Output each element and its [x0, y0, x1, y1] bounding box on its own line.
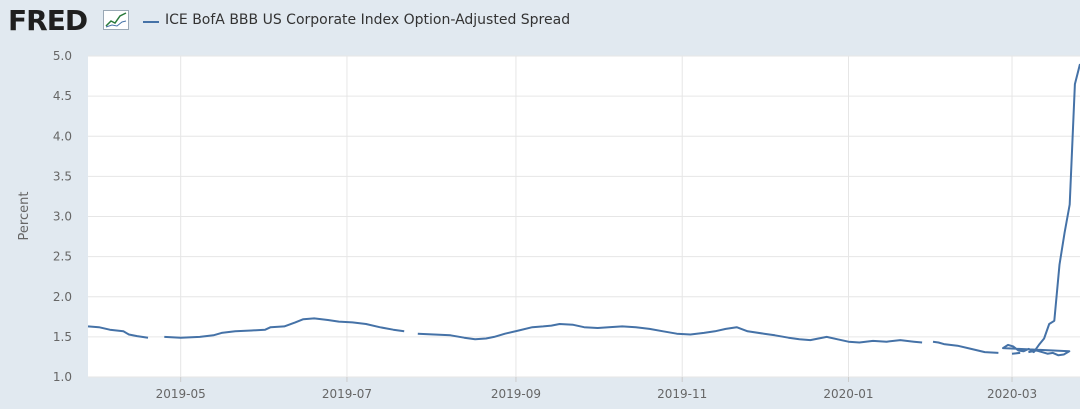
series-line-segment	[1002, 63, 1080, 357]
x-axis-ticks: 2019-05 2019-07 2019-09 2019-11 2020-01 2020-…	[156, 377, 1037, 401]
x-tick-label: 2019-11	[657, 387, 707, 401]
series-line-segment	[932, 340, 999, 354]
x-tick-label: 2019-05	[156, 387, 206, 401]
gridlines	[88, 55, 1080, 378]
series-line-segment	[87, 325, 149, 339]
y-tick-label: 4.0	[53, 129, 72, 143]
series-line-segment	[417, 323, 923, 344]
fred-logo: FRED	[8, 4, 88, 37]
series-line-segment	[164, 317, 405, 339]
x-tick-label: 2019-09	[491, 387, 541, 401]
y-axis-label: Percent	[17, 192, 32, 241]
y-tick-label: 2.0	[53, 290, 72, 304]
y-tick-label: 4.5	[53, 89, 72, 103]
series-lines	[87, 63, 1080, 357]
x-tick-label: 2020-03	[987, 387, 1037, 401]
y-axis-ticks: 1.0 1.5 2.0 2.5 3.0 3.5 4.0 4.5 5.0	[53, 49, 72, 384]
series-line-segment	[1011, 351, 1021, 355]
legend-swatch	[143, 21, 159, 23]
chart-header: FRED ICE BofA BBB US Corporate Index Opt…	[0, 0, 1080, 44]
y-tick-label: 1.0	[53, 370, 72, 384]
y-tick-label: 1.5	[53, 330, 72, 344]
y-tick-label: 5.0	[53, 49, 72, 63]
y-tick-label: 3.5	[53, 169, 72, 183]
y-tick-label: 3.0	[53, 210, 72, 224]
line-chart-logo-icon	[103, 10, 129, 30]
legend-series-label: ICE BofA BBB US Corporate Index Option-A…	[165, 12, 571, 28]
x-tick-label: 2020-01	[823, 387, 873, 401]
x-tick-label: 2019-07	[322, 387, 372, 401]
y-tick-label: 2.5	[53, 250, 72, 264]
